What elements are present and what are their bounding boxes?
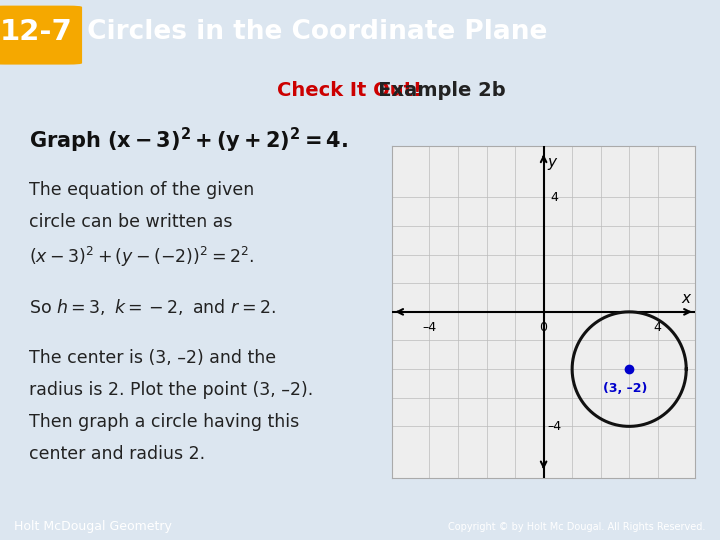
FancyBboxPatch shape	[0, 5, 82, 65]
Text: The center is (3, –2) and the: The center is (3, –2) and the	[29, 349, 276, 367]
Text: Holt McDougal Geometry: Holt McDougal Geometry	[14, 520, 172, 533]
Text: circle can be written as: circle can be written as	[29, 213, 233, 231]
Text: –4: –4	[547, 420, 562, 433]
Text: y: y	[547, 156, 556, 171]
Text: 4: 4	[654, 321, 662, 334]
Text: Check It Out!: Check It Out!	[277, 82, 422, 100]
Text: So $h = 3,\ k = -2,$ and $r = 2.$: So $h = 3,\ k = -2,$ and $r = 2.$	[29, 297, 276, 317]
Text: radius is 2. Plot the point (3, –2).: radius is 2. Plot the point (3, –2).	[29, 381, 313, 399]
Text: (3, –2): (3, –2)	[603, 382, 647, 395]
Text: Example 2b: Example 2b	[277, 82, 506, 100]
Text: 12-7: 12-7	[0, 18, 73, 46]
Text: $(x - 3)^2 + (y - (-2))^2 = 2^2.$: $(x - 3)^2 + (y - (-2))^2 = 2^2.$	[29, 245, 254, 269]
Text: Then graph a circle having this: Then graph a circle having this	[29, 413, 299, 431]
Text: Circles in the Coordinate Plane: Circles in the Coordinate Plane	[78, 19, 547, 45]
Text: –4: –4	[423, 321, 436, 334]
Text: $\bf{Graph\ (x - 3)^2 + (y + 2)^2 = 4.}$: $\bf{Graph\ (x - 3)^2 + (y + 2)^2 = 4.}$	[29, 125, 348, 154]
Text: 0: 0	[539, 321, 548, 334]
Text: Copyright © by Holt Mc Dougal. All Rights Reserved.: Copyright © by Holt Mc Dougal. All Right…	[449, 522, 706, 531]
Text: x: x	[682, 292, 690, 307]
Text: The equation of the given: The equation of the given	[29, 181, 254, 199]
Text: center and radius 2.: center and radius 2.	[29, 445, 205, 463]
Text: 4: 4	[551, 191, 559, 204]
